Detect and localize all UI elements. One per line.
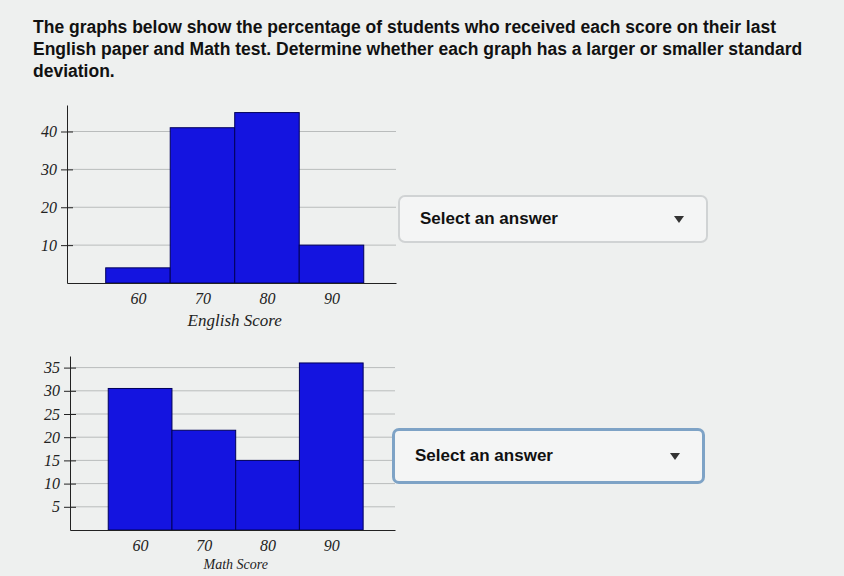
tick: 30 bbox=[40, 161, 73, 178]
tick-mark bbox=[61, 245, 73, 246]
tick: 70 bbox=[195, 283, 211, 307]
tick: 90 bbox=[324, 283, 340, 307]
bar bbox=[106, 268, 171, 283]
tick-mark bbox=[64, 414, 76, 415]
tick: 10 bbox=[41, 237, 73, 254]
answer-dropdown[interactable]: Select an answer bbox=[392, 428, 705, 484]
dropdown-arrow bbox=[670, 453, 680, 460]
tick-label: 20 bbox=[41, 199, 57, 216]
axis-line bbox=[71, 530, 396, 531]
axis-line bbox=[68, 283, 397, 284]
tick: 80 bbox=[259, 283, 275, 307]
y-axis: 5 10 15 20 25 30 35 bbox=[43, 357, 76, 531]
tick-label: 70 bbox=[196, 537, 212, 554]
tick: 90 bbox=[324, 530, 340, 554]
bar bbox=[172, 430, 236, 530]
tick: 60 bbox=[130, 283, 146, 307]
tick-mark bbox=[64, 460, 76, 461]
tick-mark bbox=[64, 368, 76, 369]
tick-label: 80 bbox=[260, 537, 276, 554]
tick: 35 bbox=[43, 359, 76, 376]
x-axis: 60 70 80 90 bbox=[71, 530, 396, 554]
tick-label: 90 bbox=[324, 537, 340, 554]
tick: 70 bbox=[196, 530, 212, 554]
tick-label: 10 bbox=[41, 237, 57, 254]
tick: 5 bbox=[52, 498, 76, 515]
tick-mark bbox=[61, 132, 73, 133]
bar bbox=[235, 113, 300, 283]
x-axis-title: English Score bbox=[187, 311, 283, 330]
tick-label: 25 bbox=[44, 406, 60, 423]
tick: 10 bbox=[44, 475, 76, 492]
tick-label: 70 bbox=[195, 290, 211, 307]
tick-label: 5 bbox=[52, 498, 60, 515]
charts: 60 70 80 90 10 20 30 40 English Score 60 70 80 90 5 10… bbox=[0, 0, 844, 576]
tick: 40 bbox=[41, 123, 73, 140]
tick-label: 90 bbox=[324, 290, 340, 307]
tick-mark bbox=[64, 507, 76, 508]
tick-mark bbox=[61, 207, 73, 208]
tick-label: 60 bbox=[133, 537, 149, 554]
tick-label: 30 bbox=[43, 382, 60, 399]
axis-line bbox=[70, 357, 71, 531]
question-text: The graphs below show the percentage of … bbox=[33, 16, 833, 82]
tick: 60 bbox=[133, 530, 149, 554]
tick-label: 15 bbox=[44, 452, 60, 469]
tick-label: 35 bbox=[43, 359, 60, 376]
histogram: 60 70 80 90 5 10 15 20 25 30 35 bbox=[43, 357, 396, 555]
bars bbox=[108, 363, 363, 530]
bar bbox=[299, 245, 364, 283]
bar bbox=[108, 388, 172, 530]
bar bbox=[170, 128, 235, 283]
tick-mark bbox=[64, 391, 76, 392]
tick: 30 bbox=[43, 382, 76, 399]
dropdown-text: Select an answer bbox=[415, 446, 553, 466]
tick-label: 10 bbox=[44, 475, 60, 492]
answer-dropdown[interactable]: Select an answer bbox=[398, 195, 708, 243]
bar bbox=[236, 460, 300, 530]
tick: 20 bbox=[41, 199, 73, 216]
dropdown-text: Select an answer bbox=[420, 209, 558, 229]
tick-label: 60 bbox=[130, 290, 146, 307]
bar bbox=[299, 363, 363, 530]
tick: 80 bbox=[260, 530, 276, 554]
tick-label: 20 bbox=[44, 429, 60, 446]
bars bbox=[106, 113, 364, 283]
tick: 25 bbox=[44, 406, 76, 423]
dropdown-arrow bbox=[674, 216, 684, 223]
tick-label: 30 bbox=[40, 161, 57, 178]
y-axis: 10 20 30 40 bbox=[40, 106, 73, 284]
histogram: 60 70 80 90 10 20 30 40 bbox=[40, 106, 397, 308]
tick-mark bbox=[64, 484, 76, 485]
x-axis-title: Math Score bbox=[202, 557, 267, 572]
tick-mark bbox=[61, 169, 73, 170]
tick-mark bbox=[64, 437, 76, 438]
tick-label: 40 bbox=[41, 123, 57, 140]
tick: 20 bbox=[44, 429, 76, 446]
tick: 15 bbox=[44, 452, 76, 469]
tick-label: 80 bbox=[259, 290, 275, 307]
x-axis: 60 70 80 90 bbox=[68, 283, 397, 307]
